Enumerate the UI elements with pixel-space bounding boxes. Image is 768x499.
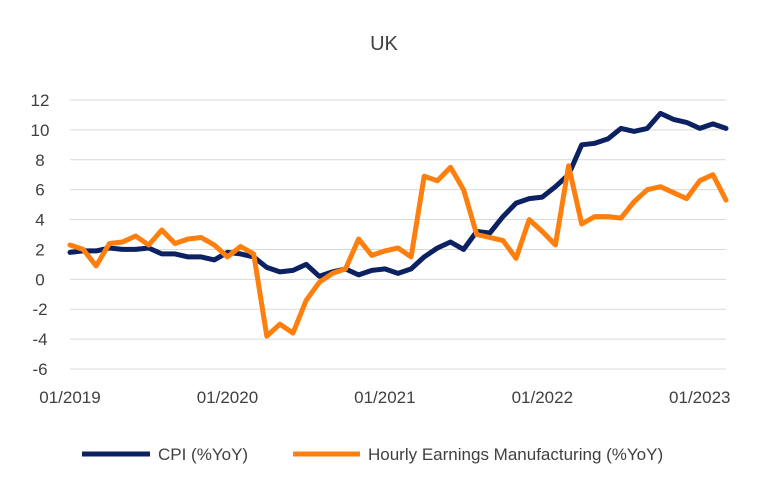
y-tick-label: 8 [35,151,44,170]
series-line-cpi [67,110,729,279]
x-tick-label: 01/2021 [354,388,415,407]
y-tick-label: -6 [32,360,47,379]
y-tick-label: 6 [35,181,44,200]
series-lines [67,110,729,339]
x-tick-label: 01/2020 [197,388,258,407]
x-axis-ticks: 01/2019 01/2020 01/2021 01/2022 01/2023 [39,388,730,407]
y-tick-label: 0 [35,270,44,289]
legend-label: Hourly Earnings Manufacturing (%YoY) [368,445,663,464]
series-line-hourly-earnings [67,163,729,339]
x-tick-label: 01/2022 [512,388,573,407]
x-tick-label: 01/2023 [669,388,730,407]
legend-label: CPI (%YoY) [158,445,248,464]
legend: CPI (%YoY) Hourly Earnings Manufacturing … [82,445,663,464]
y-tick-label: -2 [32,300,47,319]
y-tick-label: 10 [31,121,50,140]
y-tick-label: -4 [32,330,47,349]
y-tick-label: 4 [35,211,44,230]
x-tick-label: 01/2019 [39,388,100,407]
y-tick-label: 12 [31,91,50,110]
y-axis-ticks: -6 -4 -2 0 2 4 6 8 10 12 [31,91,50,379]
chart-title: UK [370,33,398,55]
y-tick-label: 2 [35,240,44,259]
